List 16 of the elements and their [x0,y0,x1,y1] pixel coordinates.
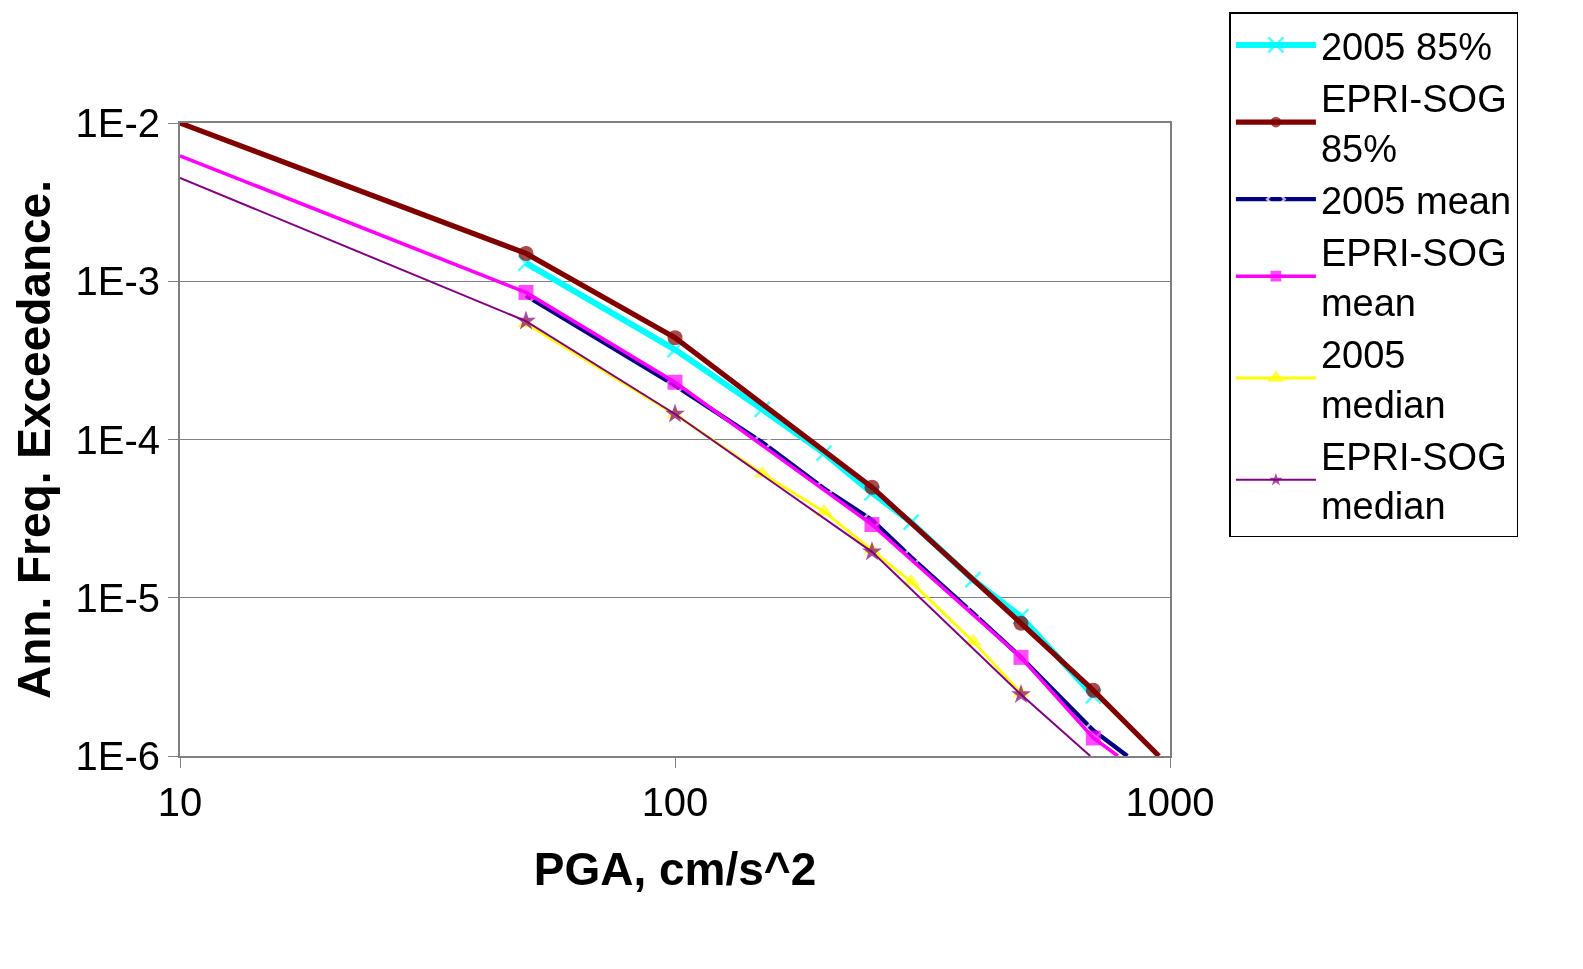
y-tick-label: 1E-2 [75,101,160,145]
y-tick-label: 1E-3 [75,259,160,304]
legend-label: 2005 median [1320,334,1446,426]
y-tick-label: 1E-5 [75,575,160,620]
legend-label: 2005 mean [1320,179,1512,222]
x-tick-label: 10 [157,780,203,824]
x-tick-label: 1000 [1125,780,1215,824]
y-axis-title: Ann. Freq. Exceedance. [8,180,61,699]
y-tick-label: 1E-4 [75,417,160,462]
legend-label: EPRI-SOG median [1320,435,1507,528]
x-tick-label: 100 [641,780,709,824]
legend-label: EPRI-SOG mean [1320,232,1507,324]
y-tick-label: 1E-6 [75,734,160,778]
legend-label: EPRI-SOG 85% [1320,78,1507,170]
legend-label: 2005 85% [1320,25,1493,68]
x-axis-title: PGA, cm/s^2 [533,843,817,896]
